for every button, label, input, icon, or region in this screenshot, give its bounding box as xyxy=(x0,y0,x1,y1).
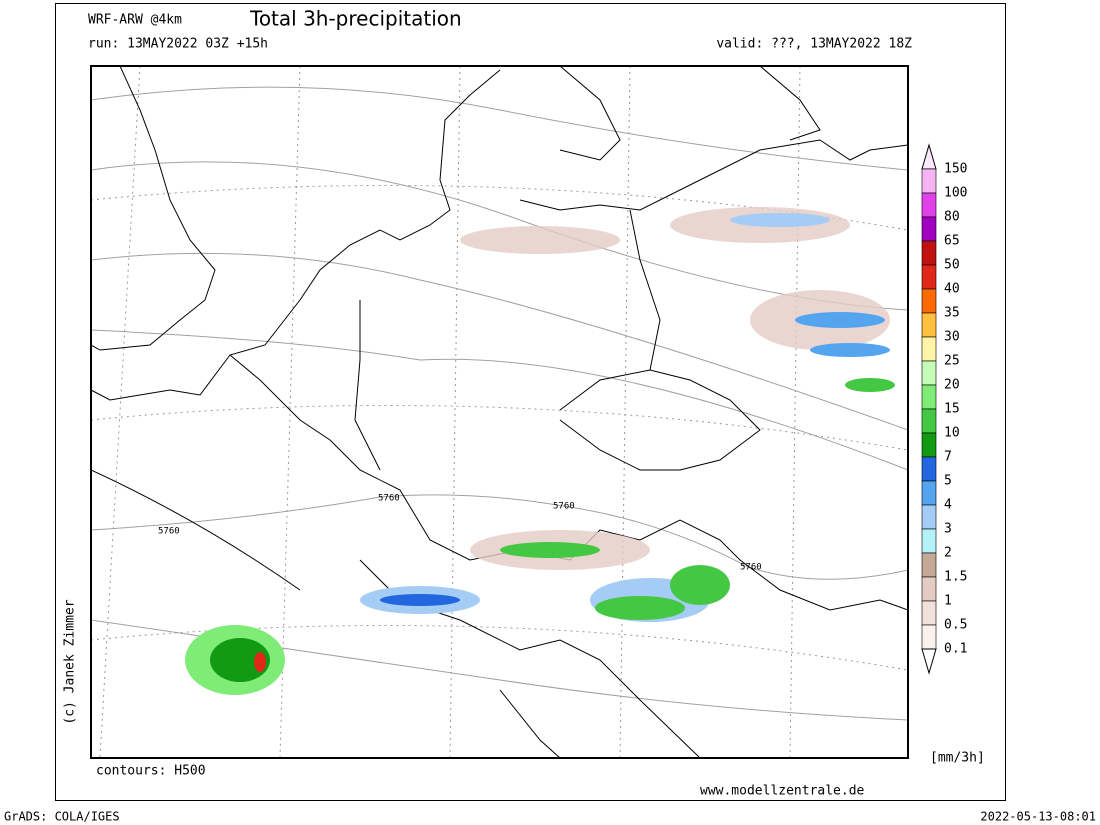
colorbar-label: 100 xyxy=(944,186,967,201)
colorbar-box xyxy=(921,408,937,434)
colorbar-label: 25 xyxy=(944,354,960,369)
graticule xyxy=(91,66,908,758)
map: 5760 5760 5760 5760 xyxy=(90,65,909,759)
colorbar-label: 1 xyxy=(944,594,952,609)
colorbar-box xyxy=(921,624,937,650)
colorbar-label: 3 xyxy=(944,522,952,537)
colorbar-label: 5 xyxy=(944,474,952,489)
colorbar-label: 7 xyxy=(944,450,952,465)
credit: (c) Janek Zimmer xyxy=(63,599,78,724)
colorbar-label: 15 xyxy=(944,402,960,417)
colorbar-label: 65 xyxy=(944,234,960,249)
colorbar-label: 50 xyxy=(944,258,960,273)
unit-label: [mm/3h] xyxy=(930,751,985,766)
colorbar: 150 100 80 65 50 40 35 30 25 20 15 10 7 5 4 3 2 1.5 1 0.5 0.… xyxy=(921,143,967,675)
colorbar-label: 80 xyxy=(944,210,960,225)
colorbar-box xyxy=(921,288,937,314)
colorbar-label: 1.5 xyxy=(944,570,967,585)
colorbar-box xyxy=(921,600,937,626)
contours-note: contours: H500 xyxy=(96,764,206,779)
timestamp: 2022-05-13-08:01 xyxy=(980,810,1096,824)
precipitation xyxy=(185,207,895,695)
colorbar-box xyxy=(921,552,937,578)
map-border xyxy=(90,65,909,759)
colorbar-label: 0.5 xyxy=(944,618,967,633)
contour-label: 5760 xyxy=(740,563,762,573)
colorbar-label: 10 xyxy=(944,426,960,441)
colorbar-label: 40 xyxy=(944,282,960,297)
colorbar-label: 30 xyxy=(944,330,960,345)
colorbar-bottom-arrow xyxy=(921,648,937,675)
colorbar-label: 20 xyxy=(944,378,960,393)
colorbar-box xyxy=(921,240,937,266)
model-label: WRF-ARW @4km xyxy=(88,13,182,28)
colorbar-box xyxy=(921,456,937,482)
colorbar-label: 0.1 xyxy=(944,642,967,657)
colorbar-box xyxy=(921,360,937,386)
colorbar-box xyxy=(921,312,937,338)
run-label: run: 13MAY2022 03Z +15h xyxy=(88,37,268,52)
colorbar-box xyxy=(921,432,937,458)
colorbar-label: 35 xyxy=(944,306,960,321)
title: Total 3h-precipitation xyxy=(249,7,462,31)
colorbar-box xyxy=(921,192,937,218)
colorbar-box xyxy=(921,576,937,602)
colorbar-label: 2 xyxy=(944,546,952,561)
colorbar-box xyxy=(921,528,937,554)
colorbar-box xyxy=(921,504,937,530)
valid-label: valid: ???, 13MAY2022 18Z xyxy=(716,37,912,52)
software-label: GrADS: COLA/IGES xyxy=(4,810,120,824)
colorbar-box xyxy=(921,336,937,362)
colorbar-label: 4 xyxy=(944,498,952,513)
colorbar-box xyxy=(921,384,937,410)
colorbar-label: 150 xyxy=(944,162,967,177)
colorbar-box xyxy=(921,480,937,506)
colorbar-box xyxy=(921,168,937,194)
contour-label: 5760 xyxy=(378,494,400,504)
contour-label: 5760 xyxy=(553,502,575,512)
contour-label: 5760 xyxy=(158,527,180,537)
website: www.modellzentrale.de xyxy=(700,784,865,799)
colorbar-box xyxy=(921,264,937,290)
colorbar-box xyxy=(921,216,937,242)
